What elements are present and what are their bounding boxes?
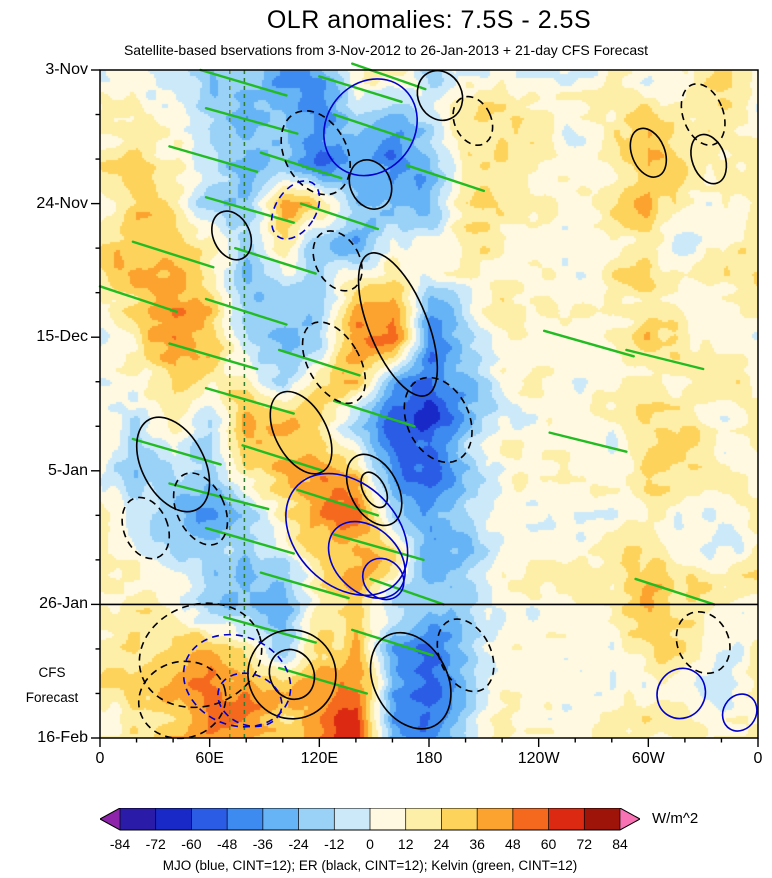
colorbar-tick-label: 12 (397, 836, 414, 852)
colorbar-tick-label: -24 (288, 836, 309, 852)
x-tick-label: 60E (195, 750, 224, 767)
x-tick-label: 60W (631, 750, 665, 767)
olr-heatmap-canvas (100, 70, 758, 738)
colorbar-tick-label: -72 (145, 836, 166, 852)
x-tick-label: 120W (517, 750, 560, 767)
y-tick-label: 5-Jan (47, 461, 88, 479)
x-tick-label: 0 (753, 750, 763, 767)
y-tick-label: 26-Jan (39, 595, 88, 613)
y-tick-label: 16-Feb (37, 729, 88, 746)
colorbar-tick-label: 84 (612, 836, 628, 852)
colorbar-tick-label: -48 (217, 836, 238, 852)
x-tick-label: 180 (415, 750, 443, 767)
y-tick-label: 15-Dec (36, 328, 88, 346)
y-tick-label: 24-Nov (36, 194, 88, 212)
x-tick-label: 120E (300, 750, 339, 767)
colorbar-tick-label: -12 (324, 836, 345, 852)
colorbar-tick-label: 0 (366, 836, 374, 852)
colorbar-tick-label: 72 (576, 836, 593, 852)
chart-subtitle: Satellite-based bservations from 3-Nov-2… (123, 42, 649, 58)
forecast-label-line2: Forecast (25, 690, 79, 705)
x-tick-label: 0 (95, 750, 105, 767)
chart-title: OLR anomalies: 7.5S - 2.5S (266, 6, 592, 34)
forecast-period-label: CFS Forecast (8, 660, 96, 710)
colorbar-tick-label: -84 (109, 836, 131, 852)
colorbar (100, 808, 640, 831)
legend-caption: MJO (blue, CINT=12); ER (black, CINT=12)… (162, 858, 578, 873)
colorbar-tick-label: 48 (505, 836, 521, 852)
y-tick-label: 3-Nov (45, 61, 88, 78)
colorbar-tick-label: -60 (181, 836, 202, 852)
forecast-label-line1: CFS (38, 665, 66, 680)
colorbar-tick-label: 36 (469, 836, 485, 852)
colorbar-tick-label: -36 (252, 836, 273, 852)
colorbar-tick-label: 24 (433, 836, 450, 852)
colorbar-units-label: W/m^2 (652, 810, 699, 827)
colorbar-tick-label: 60 (540, 836, 557, 852)
